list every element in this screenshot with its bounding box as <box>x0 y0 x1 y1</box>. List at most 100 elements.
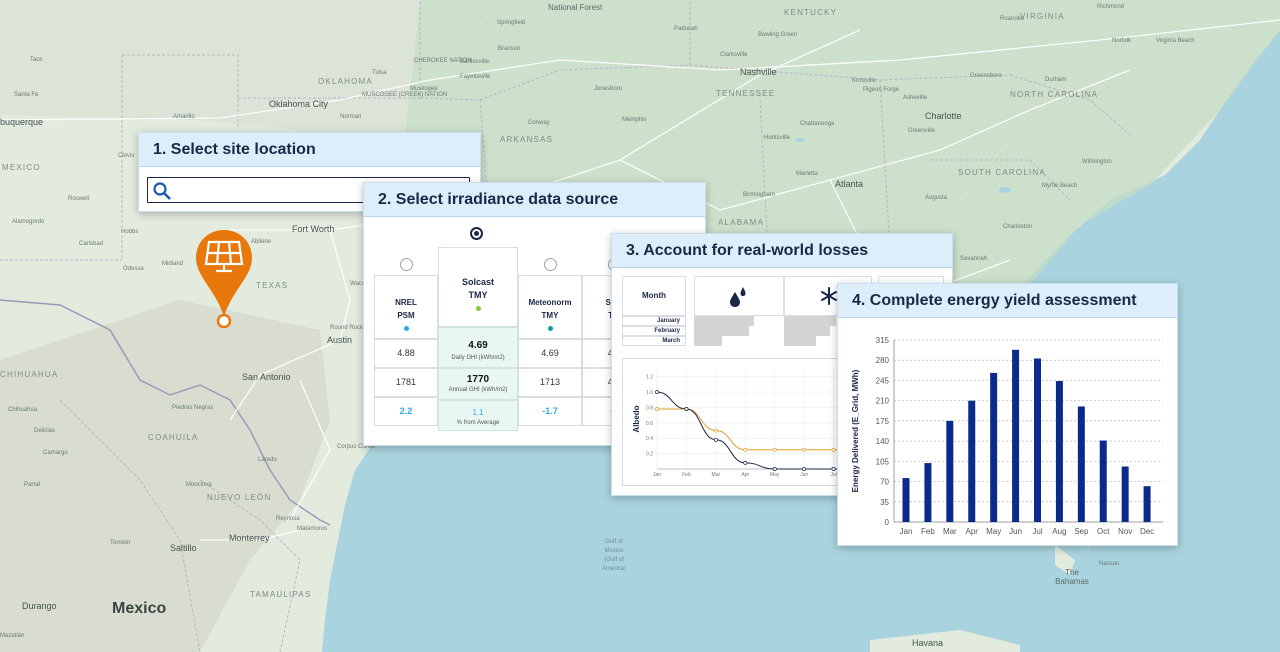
state-label: SOUTH CAROLINA <box>958 168 1046 177</box>
city-label: Tulsa <box>372 70 387 76</box>
bar-apr <box>968 400 976 522</box>
source-name-sub: PSM <box>397 311 415 320</box>
state-label: CHIHUAHUA <box>0 370 59 379</box>
y-tick-label: 175 <box>876 417 890 426</box>
state-label: NORTH CAROLINA <box>1010 90 1099 99</box>
city-label: Taos <box>30 57 43 63</box>
radio-button-selected[interactable] <box>470 227 483 240</box>
daily-ghi-caption: Daily GHI (kWh/m2) <box>451 355 505 361</box>
pct-from-average-value: 1.1 <box>472 408 484 417</box>
city-label: Branson <box>498 46 521 52</box>
country-label: Mexico <box>112 600 167 617</box>
city-label: Bartlesville <box>460 59 490 65</box>
annual-ghi-value: 1713 <box>518 368 582 397</box>
daily-ghi-value: 4.69 <box>518 339 582 368</box>
city-label: Parral <box>24 482 41 488</box>
x-tick-label: May <box>986 527 1001 536</box>
y-tick-label: 140 <box>876 437 890 446</box>
x-tick-label: Jul <box>830 472 836 478</box>
city-label: Oklahoma City <box>269 99 329 109</box>
radio-button[interactable] <box>400 258 413 271</box>
data-source-option-meteonorm[interactable]: Meteonorm TMY 4.69 1713 -1.7 <box>518 255 582 426</box>
city-label: The Bahamas <box>1055 568 1089 586</box>
soiling-column-header[interactable] <box>694 276 784 316</box>
city-label: Camargo <box>43 450 68 456</box>
y-tick-label: 280 <box>876 356 890 365</box>
x-tick-label: Feb <box>921 527 935 536</box>
city-label: Charlotte <box>925 111 962 121</box>
daily-ghi-value: 4.69 <box>468 340 488 351</box>
annual-ghi-caption: Annual GHI (kWh/m2) <box>448 387 508 393</box>
month-header: Month <box>642 291 666 300</box>
y-tick-label: 0 <box>885 518 890 527</box>
panel-title: 1. Select site location <box>139 133 480 167</box>
water-label: Gulf of Mexico (Gulf of America) <box>601 539 626 572</box>
y-tick-label: 70 <box>880 478 889 487</box>
state-label: ARKANSAS <box>500 135 554 144</box>
albedo-dark-point <box>831 467 836 471</box>
city-label: Fort Worth <box>292 224 335 234</box>
city-label: Durham <box>1045 77 1067 83</box>
state-label: MEXICO <box>2 163 41 172</box>
y-axis-label: Energy Delivered (E_Grid, MWh) <box>851 369 860 492</box>
city-label: Austin <box>327 335 353 345</box>
city-label: Torreón <box>110 540 131 546</box>
albedo-dark-point <box>743 460 748 465</box>
data-source-option-nrel[interactable]: NREL PSM 4.88 1781 2.2 <box>374 255 438 426</box>
city-label: Durango <box>22 601 57 611</box>
radio-button[interactable] <box>544 258 557 271</box>
energy-yield-panel: 4. Complete energy yield assessment Ener… <box>837 283 1178 546</box>
city-label: Knoxville <box>852 78 877 84</box>
albedo-dark-line <box>656 391 863 470</box>
month-header-cell: Month <box>622 276 686 316</box>
state-label: OKLAHOMA <box>318 77 373 86</box>
x-tick-label: Mar <box>712 472 721 478</box>
y-tick-label: 210 <box>876 397 890 406</box>
loss-input-bars[interactable] <box>694 316 872 346</box>
month-label: January <box>656 318 680 324</box>
source-name: NREL <box>395 298 417 307</box>
site-location-pin[interactable] <box>194 228 254 330</box>
albedo-orange-point <box>802 447 807 452</box>
panel-title: 4. Complete energy yield assessment <box>838 284 1177 318</box>
city-label: Conway <box>528 120 550 126</box>
data-source-option-solcast[interactable]: Solcast TMY 4.69 Daily GHI (kWh/m2) 1770… <box>438 227 518 431</box>
x-tick-label: Apr <box>966 527 979 536</box>
city-label: Nashville <box>740 67 777 77</box>
city-label: Delicias <box>34 428 56 434</box>
y-tick-label: 35 <box>880 498 889 507</box>
albedo-orange-point <box>772 447 777 452</box>
x-tick-label: Jul <box>1032 527 1042 536</box>
city-label: Midland <box>162 261 184 267</box>
city-label: Chattanooga <box>800 121 835 127</box>
state-label: TENNESSEE <box>716 89 776 98</box>
source-color-dot <box>403 326 409 331</box>
y-tick-label: 0.2 <box>646 452 653 458</box>
albedo-orange-point <box>831 447 836 452</box>
bar-nov <box>1121 466 1129 522</box>
annual-ghi-value: 1781 <box>374 368 438 397</box>
source-color-dot <box>475 306 481 311</box>
source-color-dot <box>547 326 553 331</box>
city-label: Huntsville <box>764 135 791 141</box>
city-label: Chihuahua <box>8 407 38 413</box>
city-label: Atlanta <box>835 179 864 189</box>
city-label: Bowling Green <box>758 32 798 38</box>
city-label: Memphis <box>622 117 647 123</box>
city-label: Paducah <box>674 26 698 32</box>
city-label: Corpus Christi <box>337 444 376 450</box>
city-label: Muskogee <box>410 86 438 92</box>
y-tick-label: 1.2 <box>646 375 653 381</box>
state-label: KENTUCKY <box>784 8 838 17</box>
city-label: Abilene <box>251 239 272 245</box>
search-icon <box>153 182 171 200</box>
x-tick-label: Jan <box>653 472 661 478</box>
y-tick-label: 105 <box>876 457 890 466</box>
city-label: Mazatlán <box>0 633 25 639</box>
city-label: Birmingham <box>743 192 776 198</box>
city-label: Odessa <box>123 266 144 272</box>
city-label: Alamogordo <box>12 219 45 225</box>
city-label: Greensboro <box>970 73 1002 79</box>
albedo-y-label: Albedo <box>632 405 641 432</box>
city-label: Monterrey <box>229 533 270 543</box>
